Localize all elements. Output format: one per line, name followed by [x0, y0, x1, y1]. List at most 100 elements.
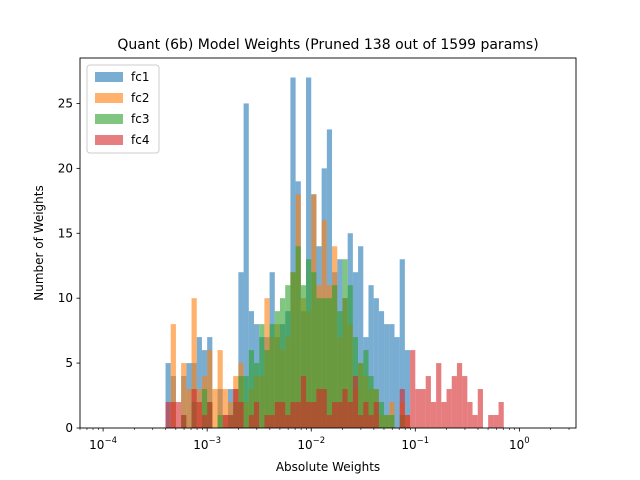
legend-swatch-fc3 — [95, 114, 123, 124]
bar-fc4 — [456, 363, 463, 428]
bar-fc3 — [300, 285, 307, 428]
legend-swatch-fc1 — [95, 72, 123, 82]
legend-swatch-fc4 — [95, 135, 123, 145]
x-axis: 10−4 10−3 10−2 10−1 100 — [79, 428, 570, 452]
x-tick-label: 10−4 — [89, 436, 117, 452]
series-fc3 — [181, 246, 405, 428]
bar-fc4 — [467, 402, 473, 428]
bar-fc4 — [446, 389, 452, 428]
bar-fc4 — [170, 402, 176, 428]
bar-fc4 — [399, 389, 405, 428]
bar-fc3 — [311, 272, 317, 428]
x-tick-label: 10−1 — [401, 436, 429, 452]
legend: fc1 fc2 fc3 fc4 — [86, 64, 160, 154]
bar-fc3 — [389, 415, 395, 428]
bar-fc4 — [472, 415, 478, 428]
bar-fc3 — [306, 259, 312, 428]
bar-fc4 — [290, 402, 296, 428]
bar-fc3 — [332, 285, 338, 428]
bar-fc3 — [363, 350, 369, 428]
bar-fc4 — [191, 389, 197, 428]
bar-fc2 — [181, 363, 187, 428]
bar-fc1 — [384, 324, 390, 428]
legend-label-fc4: fc4 — [131, 133, 149, 147]
bar-fc4 — [238, 402, 244, 428]
bar-fc4 — [332, 402, 338, 428]
bar-fc4 — [342, 389, 348, 428]
y-axis-label: Number of Weights — [32, 185, 46, 300]
bar-fc2 — [170, 324, 176, 428]
bar-fc1 — [165, 363, 171, 428]
bar-fc3 — [347, 285, 353, 428]
bar-fc2 — [212, 389, 218, 428]
bar-fc1 — [238, 272, 244, 428]
legend-label-fc2: fc2 — [131, 91, 149, 105]
series-fc4 — [165, 350, 504, 428]
bar-fc4 — [227, 415, 234, 428]
bar-fc1 — [399, 259, 405, 428]
bar-fc3 — [378, 402, 385, 428]
bar-fc3 — [321, 298, 327, 428]
bar-fc3 — [201, 389, 208, 428]
bar-fc3 — [259, 324, 265, 428]
bar-fc3 — [295, 246, 301, 428]
bar-fc3 — [264, 350, 270, 428]
bar-fc4 — [306, 402, 312, 428]
bar-fc4 — [201, 415, 208, 428]
bars-layer — [165, 77, 504, 428]
bar-fc4 — [337, 402, 343, 428]
y-axis: 0 5 10 15 20 25 — [58, 96, 80, 435]
bar-fc4 — [404, 415, 411, 428]
bar-fc3 — [384, 415, 390, 428]
bar-fc4 — [233, 389, 239, 428]
legend-label-fc1: fc1 — [131, 70, 149, 84]
bar-fc4 — [498, 402, 504, 428]
bar-fc4 — [368, 415, 374, 428]
bar-fc4 — [300, 376, 307, 428]
bar-fc1 — [358, 246, 364, 428]
bar-fc4 — [207, 402, 213, 428]
bar-fc4 — [248, 415, 254, 428]
bar-fc4 — [415, 389, 421, 428]
bar-fc4 — [321, 389, 327, 428]
bar-fc3 — [280, 298, 286, 428]
bar-fc4 — [264, 415, 270, 428]
bar-fc2 — [191, 298, 197, 428]
bar-fc3 — [217, 415, 223, 428]
bar-fc1 — [290, 77, 296, 428]
bar-fc3 — [248, 350, 254, 428]
x-tick-label: 100 — [509, 436, 530, 452]
bar-fc3 — [274, 311, 281, 428]
bar-fc4 — [222, 415, 228, 428]
bar-fc2 — [217, 350, 223, 428]
bar-fc3 — [342, 259, 348, 428]
bar-fc4 — [430, 402, 437, 428]
bar-fc1 — [389, 324, 395, 428]
bar-fc1 — [373, 298, 379, 428]
bar-fc4 — [410, 350, 416, 428]
bar-fc3 — [238, 376, 244, 428]
bar-fc4 — [253, 402, 260, 428]
bar-fc1 — [306, 77, 312, 428]
bar-fc4 — [451, 376, 457, 428]
bar-fc3 — [290, 272, 296, 428]
x-tick-label: 10−2 — [297, 436, 325, 452]
bar-fc2 — [186, 389, 192, 428]
bar-fc1 — [404, 350, 411, 428]
bar-fc1 — [196, 337, 202, 428]
y-tick-label: 20 — [58, 161, 73, 175]
x-axis-label: Absolute Weights — [276, 460, 380, 474]
bar-fc4 — [316, 389, 322, 428]
chart-title: Quant (6b) Model Weights (Pruned 138 out… — [117, 37, 538, 53]
y-tick-label: 15 — [58, 226, 73, 240]
bar-fc4 — [269, 415, 275, 428]
y-tick-label: 10 — [58, 291, 73, 305]
bar-fc4 — [436, 363, 442, 428]
bar-fc2 — [207, 350, 213, 428]
bar-fc4 — [295, 402, 301, 428]
plot-frame — [79, 57, 577, 429]
bar-fc4 — [477, 389, 483, 428]
y-tick-label: 5 — [65, 356, 73, 370]
